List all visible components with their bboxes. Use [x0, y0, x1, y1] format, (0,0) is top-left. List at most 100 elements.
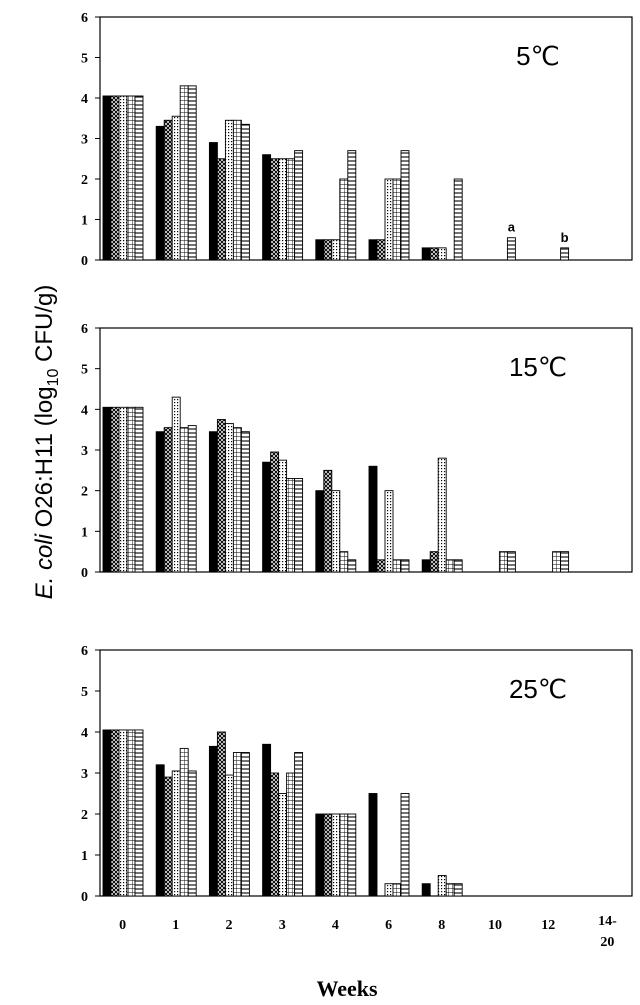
bar	[400, 559, 410, 573]
x-tick-label: 12	[541, 918, 555, 933]
bar	[421, 247, 431, 261]
bar	[323, 469, 333, 573]
bar	[270, 158, 280, 261]
x-tick-label: 10	[488, 918, 502, 933]
y-tick-label: 1	[81, 214, 88, 229]
bar	[315, 490, 325, 573]
bar	[102, 95, 112, 261]
bar	[110, 729, 120, 897]
bar	[323, 239, 333, 261]
bar	[453, 883, 463, 897]
bar	[110, 406, 120, 573]
y-axis-label-unit: CFU/g)	[31, 285, 58, 369]
y-axis-label-subscript: 10	[45, 369, 62, 387]
y-tick-label: 3	[81, 444, 88, 459]
bar	[224, 119, 234, 261]
bar	[368, 465, 378, 573]
bar	[552, 551, 562, 573]
bar	[400, 150, 410, 261]
y-tick-label: 2	[81, 485, 88, 500]
bar	[278, 459, 288, 573]
bar	[429, 247, 439, 261]
bar	[421, 559, 431, 573]
y-tick-label: 6	[81, 322, 88, 337]
bar	[155, 431, 165, 573]
bar	[102, 406, 112, 573]
panel-temperature-label: 5℃	[516, 41, 560, 71]
bar	[102, 729, 112, 897]
bar	[347, 559, 357, 573]
bar	[506, 551, 516, 573]
bar	[376, 239, 386, 261]
bar	[560, 551, 570, 573]
bar	[134, 406, 144, 573]
bar	[294, 752, 304, 897]
panel-1: 0 1 2 3 4 5 6 a b 5℃	[81, 11, 633, 269]
bar	[286, 478, 296, 573]
bar	[392, 178, 402, 261]
bar	[392, 559, 402, 573]
bar	[376, 559, 386, 573]
bar	[232, 427, 242, 573]
bar	[278, 793, 288, 897]
x-axis-label: Weeks	[316, 976, 378, 1001]
panel-2: 0 1 2 3 4 5 6 15℃	[81, 322, 633, 581]
y-tick-label: 4	[81, 403, 88, 418]
bar	[270, 451, 280, 573]
bar	[224, 423, 234, 573]
y-tick-label: 3	[81, 133, 88, 148]
y-tick-label: 4	[81, 92, 88, 107]
bar	[498, 551, 508, 573]
x-tick-label-line2: 20	[600, 935, 614, 950]
bar	[232, 119, 242, 261]
bar	[347, 150, 357, 261]
y-tick-label: 6	[81, 644, 88, 659]
y-tick-label: 5	[81, 363, 88, 378]
bar-annotation: b	[561, 230, 569, 245]
y-tick-label: 2	[81, 808, 88, 823]
bar	[453, 559, 463, 573]
bar	[294, 478, 304, 573]
y-axis-label-italic: E. coli	[31, 533, 58, 599]
bar	[506, 237, 516, 261]
bar	[560, 247, 570, 261]
bar	[421, 883, 431, 897]
bar	[315, 239, 325, 261]
bar	[216, 158, 226, 261]
y-axis-label: E. coli O26:H11 (log10 CFU/g)	[31, 285, 62, 600]
bar	[392, 883, 402, 897]
bar	[323, 813, 333, 897]
y-tick-label: 5	[81, 685, 88, 700]
bar	[187, 770, 197, 897]
bar	[126, 729, 136, 897]
bar	[216, 419, 226, 573]
bar	[286, 772, 296, 897]
bar	[270, 772, 280, 897]
y-tick-label: 1	[81, 849, 88, 864]
bar	[339, 813, 349, 897]
bar	[262, 461, 272, 573]
bar	[155, 125, 165, 261]
chart-panels: 0 1 2 3 4 5 6 a b 5℃ 0 1 2 3 4 5 6 15℃ 0 1 2 3 4 5 6 25℃	[81, 11, 633, 905]
bar	[134, 95, 144, 261]
bar	[208, 745, 218, 897]
bar	[294, 150, 304, 261]
bar	[339, 178, 349, 261]
bar	[187, 425, 197, 573]
y-axis-label-main: O26:H11 (log	[31, 386, 58, 534]
panel-3: 0 1 2 3 4 5 6 25℃	[81, 644, 633, 905]
bar	[437, 457, 447, 573]
y-tick-label: 0	[81, 254, 88, 269]
bar	[163, 776, 173, 897]
bar	[368, 793, 378, 897]
x-tick-label: 1	[172, 918, 179, 933]
bar	[445, 559, 455, 573]
bar	[163, 427, 173, 573]
bar	[208, 431, 218, 573]
panel-temperature-label: 15℃	[509, 352, 567, 382]
bar	[437, 875, 447, 897]
bar	[331, 813, 341, 897]
bar	[445, 883, 455, 897]
x-axis-ticks: 0 1 2 3 4 6 8 10 12 14-20	[119, 914, 617, 950]
